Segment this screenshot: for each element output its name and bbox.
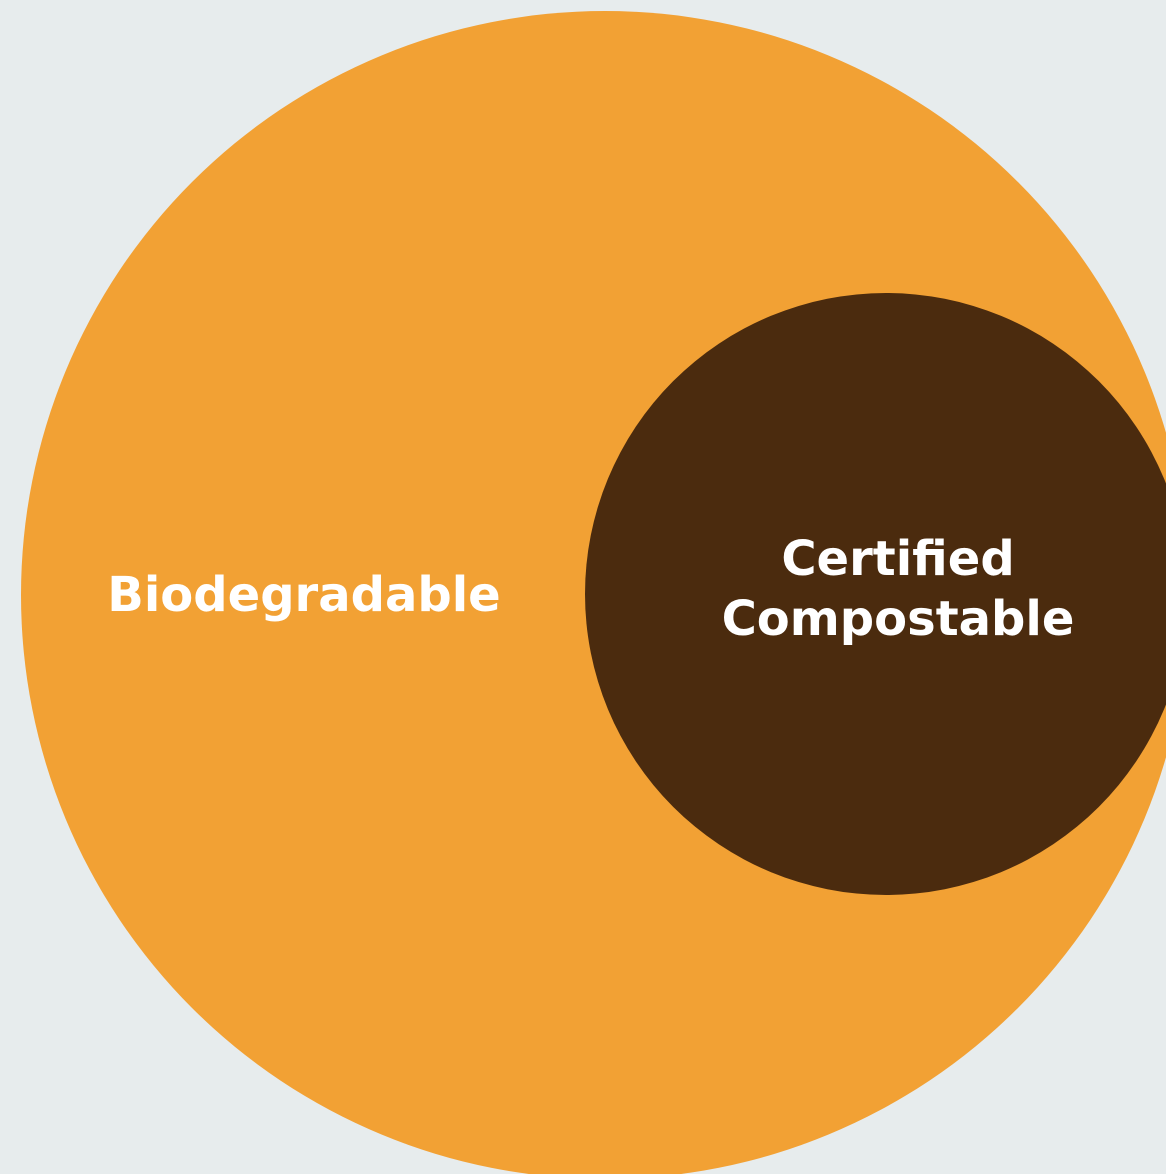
inner-label: Compostable bbox=[722, 591, 1075, 647]
inner-circle bbox=[585, 293, 1166, 895]
outer-label: Biodegradable bbox=[107, 567, 500, 623]
inner-label: Certified bbox=[781, 531, 1014, 587]
